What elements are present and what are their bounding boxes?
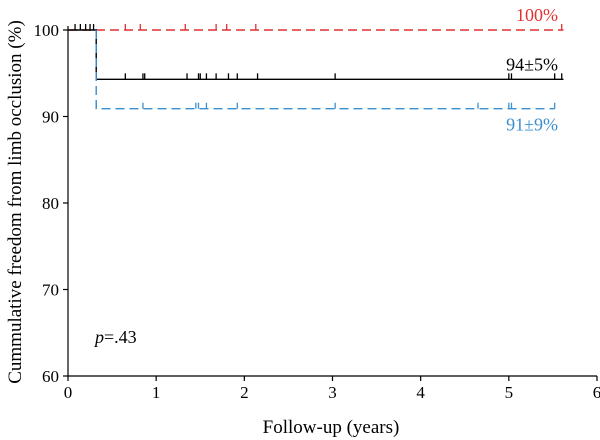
x-tick-label-0: 0	[64, 383, 73, 402]
x-tick-label-6: 6	[593, 383, 600, 402]
x-tick-label-3: 3	[328, 383, 337, 402]
series-2-line	[95, 30, 555, 110]
series-0: 100%	[68, 5, 564, 31]
x-tick-label-4: 4	[416, 383, 425, 402]
y-axis-title: Cummulative freedom from limb occlusion …	[5, 20, 26, 384]
series-layer: 100% 94±5% 91±9%	[68, 5, 564, 135]
x-tick-label-2: 2	[240, 383, 249, 402]
y-tick-label-3: 90	[42, 108, 59, 127]
x-axis-title: Follow-up (years)	[263, 417, 400, 438]
axes: 0 1 2 3 4 5 6 60 70 80 90 100	[34, 21, 600, 402]
p-value-label: p	[93, 327, 104, 347]
p-value-annotation: p=.43	[93, 327, 137, 347]
series-0-end-label: 100%	[516, 5, 558, 25]
series-1: 94±5%	[68, 24, 564, 81]
series-1-line	[68, 29, 564, 81]
x-tick-label-1: 1	[152, 383, 161, 402]
y-tick-label-1: 70	[42, 281, 59, 300]
y-tick-label-2: 80	[42, 194, 59, 213]
series-2: 91±9%	[95, 30, 558, 135]
y-tick-label-4: 100	[34, 21, 60, 40]
series-2-end-label: 91±9%	[506, 115, 558, 135]
x-tick-label-5: 5	[505, 383, 514, 402]
series-1-end-label: 94±5%	[506, 54, 558, 74]
p-value-number: =.43	[104, 327, 137, 347]
y-tick-label-0: 60	[42, 367, 59, 386]
